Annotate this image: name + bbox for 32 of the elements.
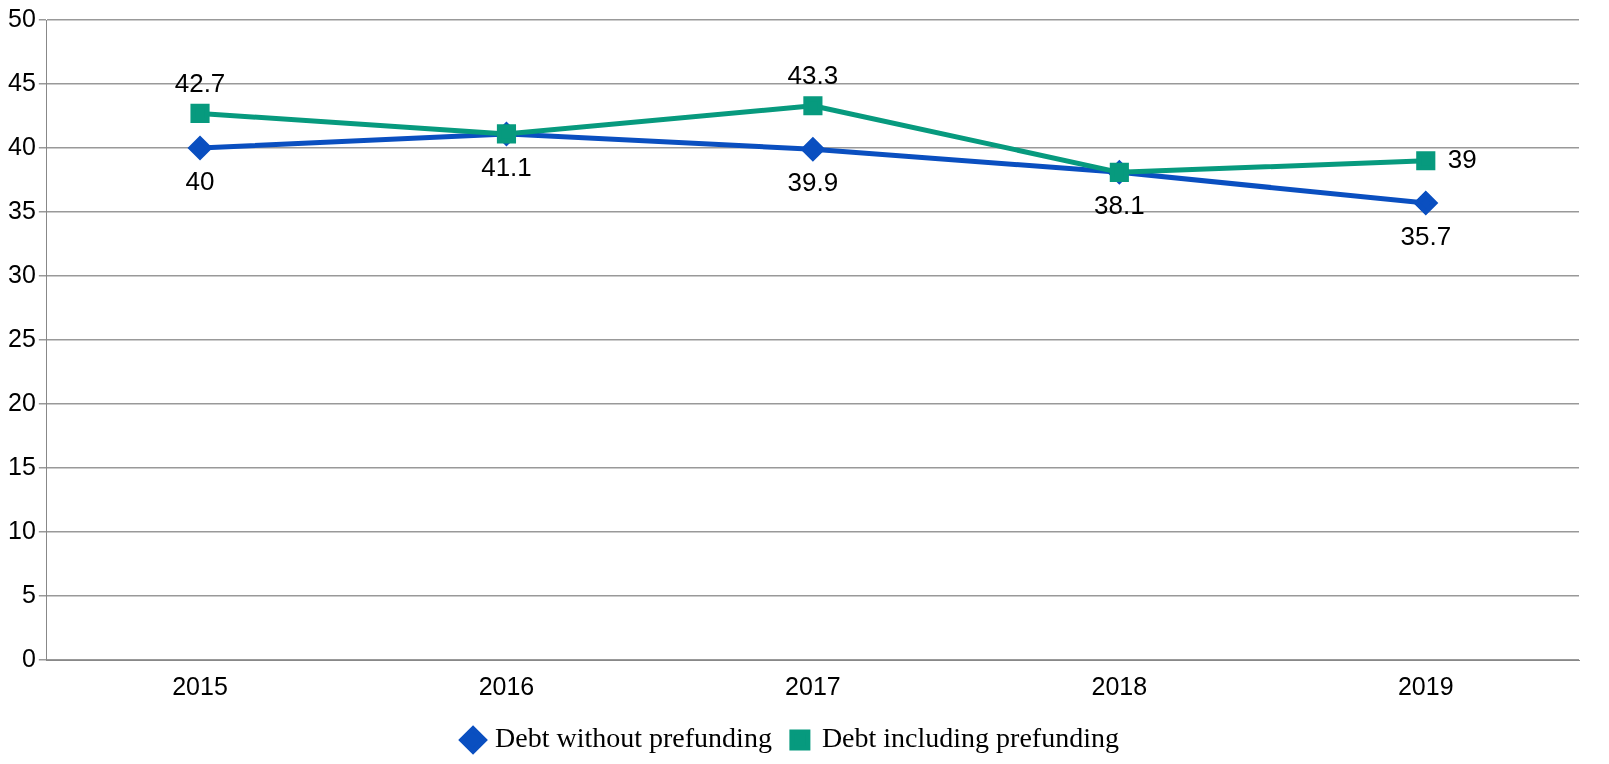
y-tick-label: 40 (8, 131, 36, 160)
point (1416, 151, 1436, 171)
y-tick-label: 15 (8, 451, 36, 480)
data-label: 35.7 (1400, 221, 1452, 252)
x-tick-label: 2019 (1397, 671, 1454, 700)
x-tick-label: 2016 (478, 671, 535, 700)
x-tick-label: 2015 (172, 671, 228, 700)
point (188, 136, 212, 160)
x-tick-label: 2017 (785, 671, 841, 700)
data-label: 43.3 (787, 59, 839, 90)
point (801, 137, 825, 161)
data-label: 41.1 (481, 152, 532, 183)
data-label: 40 (185, 166, 215, 197)
point (1414, 191, 1438, 215)
data-label: 38.1 (1094, 190, 1145, 221)
point (190, 103, 210, 124)
y-tick-label: 20 (8, 387, 36, 416)
y-tick-label: 45 (8, 67, 36, 96)
legend-label: Debt without prefunding (495, 722, 772, 754)
x-tick-label: 2018 (1091, 671, 1148, 700)
y-tick-label: 50 (8, 3, 36, 32)
data-label: 42.7 (174, 67, 226, 98)
y-tick-label: 10 (8, 515, 36, 544)
data-label: 39.9 (787, 167, 839, 198)
data-label: 39 (1447, 143, 1477, 174)
y-tick-label: 25 (8, 323, 36, 352)
y-tick-label: 35 (8, 195, 36, 224)
y-tick-label: 30 (8, 259, 36, 288)
y-tick-label: 5 (21, 579, 36, 608)
y-tick-label: 0 (21, 643, 36, 672)
point (803, 96, 823, 116)
legend-label: Debt including prefunding (821, 722, 1119, 754)
